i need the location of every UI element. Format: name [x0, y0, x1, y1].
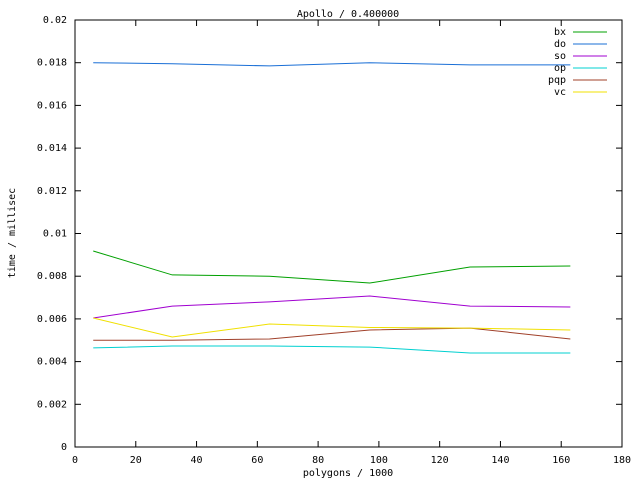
y-tick-label: 0.02 [43, 15, 67, 26]
series-line [93, 250, 571, 284]
y-tick-label: 0.008 [37, 271, 67, 282]
x-tick-label: 180 [613, 455, 631, 466]
legend-label: bx [554, 27, 566, 38]
y-tick-label: 0.006 [37, 314, 67, 325]
x-axis-label: polygons / 1000 [303, 468, 393, 479]
series-line [93, 295, 571, 319]
series-line [93, 345, 571, 354]
legend-label: pqp [548, 75, 566, 86]
x-tick-label: 40 [191, 455, 203, 466]
x-tick-label: 60 [251, 455, 263, 466]
y-tick-label: 0.004 [37, 357, 67, 368]
y-tick-label: 0.016 [37, 100, 67, 111]
y-tick-label: 0.01 [43, 229, 67, 240]
legend-label: do [554, 39, 566, 50]
series-line [93, 327, 571, 341]
x-tick-label: 140 [491, 455, 509, 466]
y-tick-label: 0.012 [37, 186, 67, 197]
x-tick-label: 0 [72, 455, 78, 466]
legend-label: vc [554, 87, 566, 98]
series-line [93, 62, 571, 67]
y-tick-label: 0.002 [37, 399, 67, 410]
y-axis-label: time / millisec [7, 188, 18, 278]
chart-title: Apollo / 0.400000 [297, 9, 399, 20]
legend-label: op [554, 63, 566, 74]
series-line [93, 317, 571, 338]
x-tick-label: 100 [370, 455, 388, 466]
y-tick-label: 0 [61, 442, 67, 453]
x-tick-label: 120 [431, 455, 449, 466]
y-tick-label: 0.018 [37, 58, 67, 69]
legend-label: so [554, 51, 566, 62]
x-tick-label: 80 [312, 455, 324, 466]
x-tick-label: 20 [130, 455, 142, 466]
x-tick-label: 160 [552, 455, 570, 466]
y-tick-label: 0.014 [37, 143, 67, 154]
